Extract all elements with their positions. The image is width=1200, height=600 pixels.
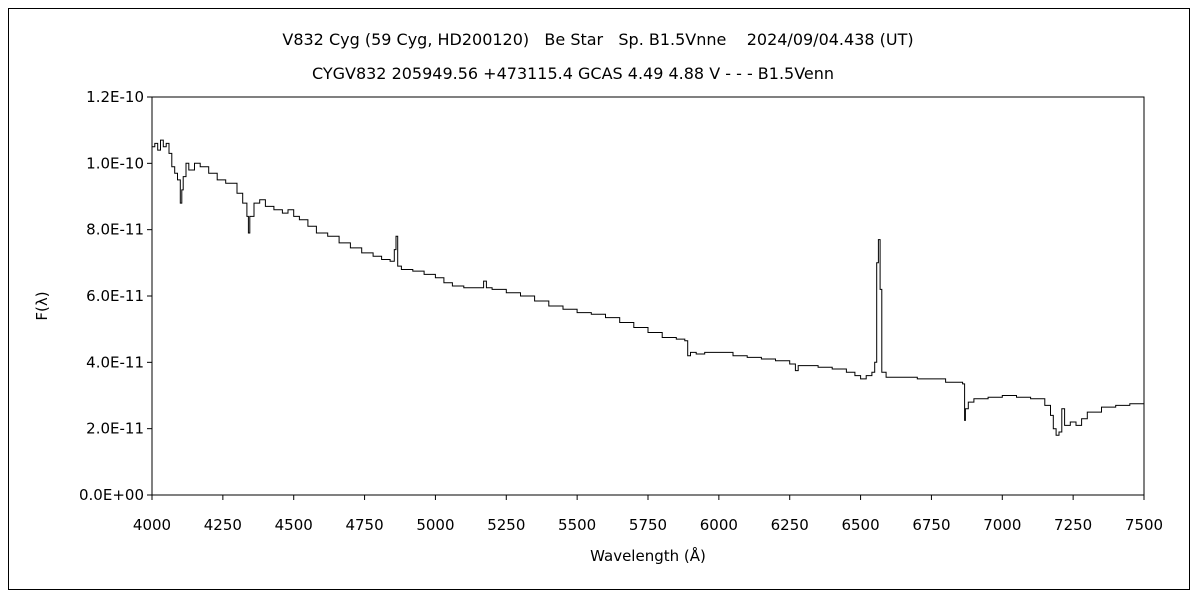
x-axis-ticks: 4000 4250 4500 4750 5000 5250 5500 5750 6000 6250… xyxy=(133,495,1163,534)
x-tick-label: 4250 xyxy=(204,516,242,534)
x-tick-label: 6750 xyxy=(912,516,950,534)
x-tick-label: 7000 xyxy=(983,516,1021,534)
y-tick-label: 1.2E-10 xyxy=(86,88,144,106)
y-tick-label: 8.0E-11 xyxy=(86,221,144,239)
x-tick-label: 7250 xyxy=(1054,516,1092,534)
plot-area xyxy=(151,96,1145,496)
x-tick-label: 4500 xyxy=(275,516,313,534)
x-tick-label: 5750 xyxy=(629,516,667,534)
x-tick-label: 4750 xyxy=(345,516,383,534)
y-tick-label: 1.0E-10 xyxy=(86,154,144,172)
chart-subtitle: CYGV832 205949.56 +473115.4 GCAS 4.49 4.… xyxy=(312,64,834,83)
x-tick-label: 6000 xyxy=(700,516,738,534)
x-tick-label: 7500 xyxy=(1125,516,1163,534)
x-tick-label: 5250 xyxy=(487,516,525,534)
x-tick-label: 6500 xyxy=(841,516,879,534)
y-tick-label: 4.0E-11 xyxy=(86,353,144,371)
spectrum-line xyxy=(152,139,1145,436)
x-tick-label: 5000 xyxy=(416,516,454,534)
chart-frame xyxy=(8,8,1190,590)
chart-title: V832 Cyg (59 Cyg, HD200120) Be Star Sp. … xyxy=(282,30,913,49)
y-tick-label: 2.0E-11 xyxy=(86,420,144,438)
y-tick-label: 6.0E-11 xyxy=(86,287,144,305)
y-tick-label: 0.0E+00 xyxy=(79,486,144,504)
x-axis-label: Wavelength (Å) xyxy=(590,546,706,565)
x-tick-label: 4000 xyxy=(133,516,171,534)
y-axis-label: F(λ) xyxy=(33,291,51,320)
y-axis-ticks: 0.0E+00 2.0E-11 4.0E-11 6.0E-11 8.0E-11 1.0E-… xyxy=(79,88,152,504)
x-tick-label: 6250 xyxy=(771,516,809,534)
x-tick-label: 5500 xyxy=(558,516,596,534)
